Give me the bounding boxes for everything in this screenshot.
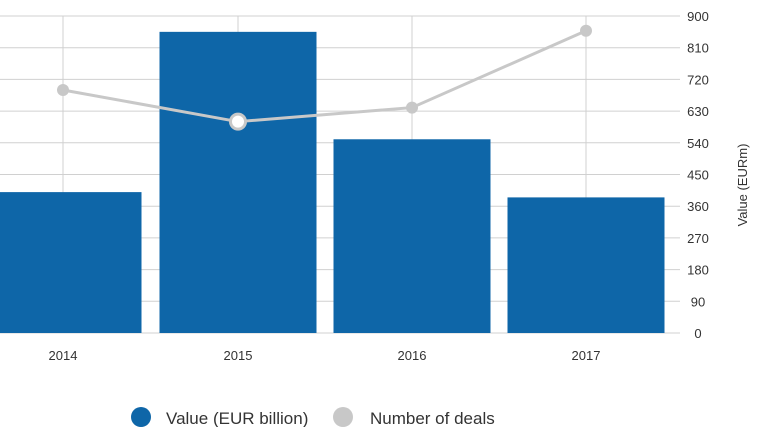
bar <box>507 197 665 333</box>
legend-label-deals: Number of deals <box>370 409 495 427</box>
x-axis-ticks: 2014 2015 2016 2017 <box>49 348 601 363</box>
y-tick-label: 540 <box>687 136 709 151</box>
y-tick-label: 0 <box>694 326 701 341</box>
line-path <box>62 29 587 124</box>
line-series <box>57 24 592 131</box>
y-axis-label: Value (EURm) <box>735 144 750 227</box>
y-tick-label: 810 <box>687 41 709 56</box>
legend: Value (EUR billion) Number of deals <box>131 407 495 427</box>
x-tick-label: 2015 <box>224 348 253 363</box>
line-point <box>229 112 247 131</box>
bar <box>0 192 142 333</box>
x-tick-label: 2014 <box>49 348 78 363</box>
bar <box>333 139 491 333</box>
x-tick-label: 2016 <box>398 348 427 363</box>
y-tick-label: 720 <box>687 72 709 87</box>
bar-series <box>0 31 665 333</box>
y-tick-label: 360 <box>687 199 709 214</box>
bar <box>159 31 317 333</box>
legend-marker-value <box>131 407 151 427</box>
y-axis-ticks: 0 90 180 270 360 450 540 630 720 810 900 <box>687 9 709 341</box>
line-point <box>57 83 69 96</box>
legend-marker-deals <box>333 407 353 427</box>
y-tick-label: 270 <box>687 231 709 246</box>
y-tick-label: 450 <box>687 168 709 183</box>
legend-label-value: Value (EUR billion) <box>166 409 308 427</box>
y-tick-label: 180 <box>687 263 709 278</box>
line-point <box>580 24 592 37</box>
x-tick-label: 2017 <box>572 348 601 363</box>
y-tick-label: 900 <box>687 9 709 24</box>
line-point <box>406 101 418 114</box>
y-tick-label: 90 <box>691 294 705 309</box>
y-tick-label: 630 <box>687 104 709 119</box>
